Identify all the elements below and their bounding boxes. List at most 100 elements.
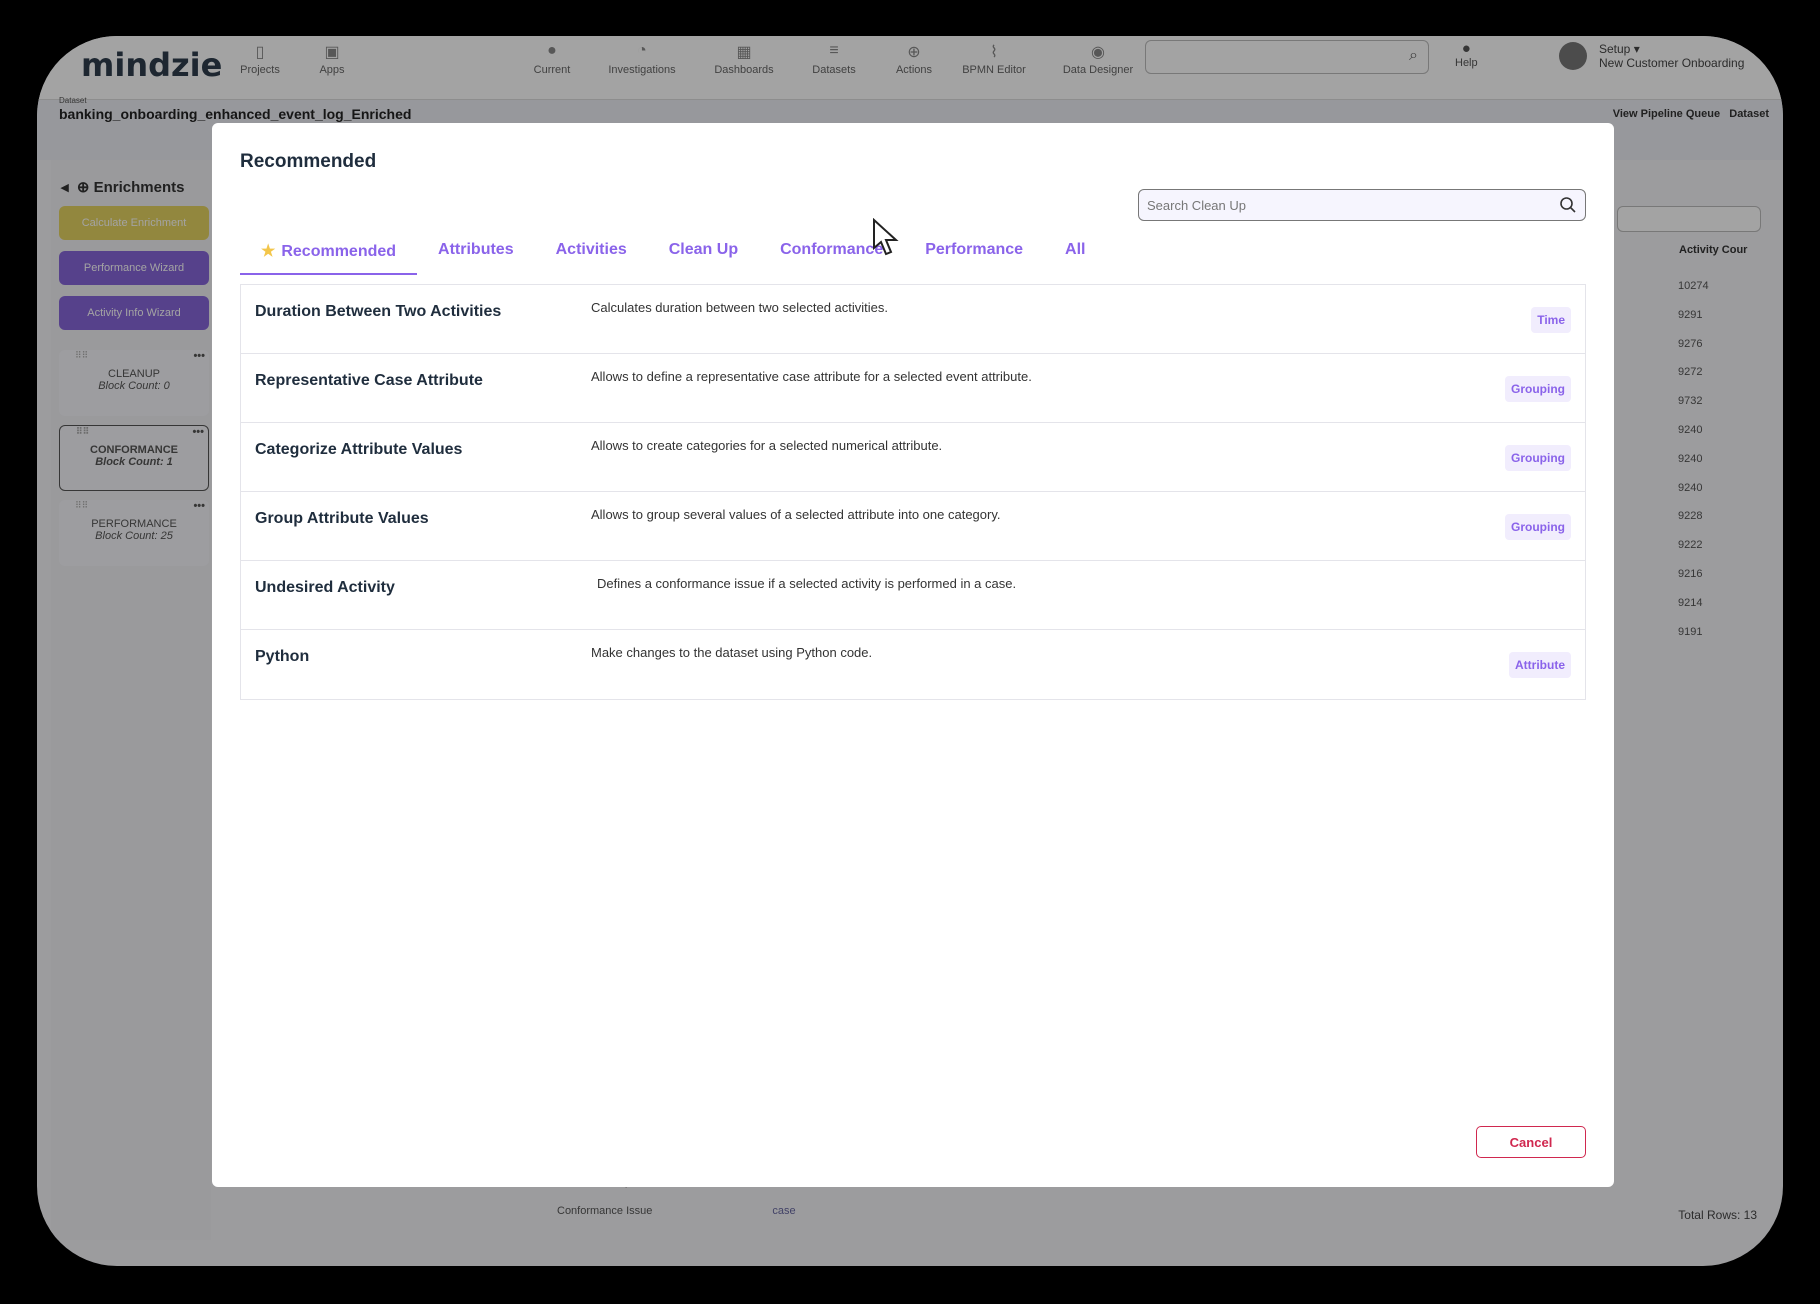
category-badge: Grouping — [1505, 445, 1571, 471]
pin-icon: ● — [547, 42, 557, 59]
enrichment-name: Representative Case Attribute — [255, 372, 483, 389]
tab-activities[interactable]: Activities — [555, 241, 627, 258]
sidebar-title: Enrichments — [93, 179, 185, 196]
grid-icon: ▦ — [736, 44, 752, 61]
star-icon: ★ — [261, 243, 276, 260]
more-icon[interactable]: ••• — [193, 500, 205, 512]
enrichment-row[interactable]: Representative Case Attribute Allows to d… — [241, 354, 1585, 423]
help-icon: ● — [1461, 40, 1471, 57]
category-badge: Grouping — [1505, 514, 1571, 540]
collapse-icon[interactable]: ◂ — [61, 179, 69, 196]
nav-projects[interactable]: ▯ Projects — [215, 42, 305, 76]
enrichment-row[interactable]: Duration Between Two Activities Calculate… — [241, 285, 1585, 354]
avatar — [1559, 42, 1587, 70]
search-icon: ⌕ — [1409, 47, 1418, 64]
list-item: Conformance Issue case — [557, 1205, 796, 1217]
column-header: Activity Cour — [1679, 244, 1748, 256]
nav-current[interactable]: ● Current — [507, 42, 597, 76]
enrichment-description: Allows to create categories for a select… — [591, 438, 943, 453]
block-cleanup[interactable]: ⠿⠿ ••• CLEANUP Block Count: 0 — [59, 350, 209, 416]
pie-icon: ◔ — [637, 42, 647, 59]
drag-handle-icon[interactable]: ⠿⠿ — [76, 426, 90, 436]
table-cell: 9222 — [1678, 539, 1703, 552]
tab-attributes[interactable]: Attributes — [438, 241, 514, 258]
category-tabs: ★ Recommended Attributes Activities Clean Up… — [240, 229, 1128, 275]
search-box — [1138, 189, 1586, 221]
enrichment-name: Python — [255, 648, 310, 665]
drag-handle-icon[interactable]: ⠿⠿ — [75, 350, 89, 360]
enrichment-description: Allows to group several values of a sele… — [591, 507, 1001, 522]
enrichment-description: Defines a conformance issue if a selecte… — [597, 576, 1017, 591]
table-cell: 9276 — [1678, 337, 1703, 350]
table-cell: 9272 — [1678, 366, 1703, 379]
nav-datasets[interactable]: ≡ Datasets — [789, 42, 879, 76]
tab-all[interactable]: All — [1065, 241, 1086, 258]
table-cell: 9291 — [1678, 308, 1703, 321]
add-icon[interactable]: ⊕ — [76, 179, 90, 196]
enrichments-sidebar: ◂ ⊕ Enrichments Calculate Enrichment Per… — [51, 160, 211, 1240]
category-badge: Grouping — [1505, 376, 1571, 402]
table-search[interactable] — [1617, 206, 1761, 232]
table-cell: 9214 — [1678, 596, 1703, 609]
dataset-link[interactable]: Dataset — [1729, 108, 1769, 120]
designer-icon: ◉ — [1091, 44, 1105, 61]
table-cell: 10274 — [1678, 280, 1709, 292]
tab-performance[interactable]: Performance — [925, 241, 1024, 258]
table-cell: 9240 — [1678, 452, 1703, 465]
dataset-name: banking_onboarding_enhanced_event_log_En… — [59, 106, 412, 122]
performance-wizard-button[interactable]: Performance Wizard — [59, 251, 209, 285]
table-cell: 9240 — [1678, 481, 1703, 494]
view-pipeline-link[interactable]: View Pipeline Queue — [1612, 108, 1721, 120]
logo: mindzie — [81, 46, 223, 84]
enrichment-row[interactable]: Undesired Activity Defines a conformance … — [241, 561, 1585, 630]
search-icon[interactable] — [1559, 196, 1577, 214]
enrichment-row[interactable]: Categorize Attribute Values Allows to cre… — [241, 423, 1585, 492]
drag-handle-icon[interactable]: ⠿⠿ — [75, 500, 89, 510]
activity-info-wizard-button[interactable]: Activity Info Wizard — [59, 296, 209, 330]
block-performance[interactable]: ⠿⠿ ••• PERFORMANCE Block Count: 25 — [59, 500, 209, 566]
nav-investigations[interactable]: ◔ Investigations — [597, 42, 687, 76]
top-nav: mindzie ▯ Projects ▣ Apps ● Current ◔ Investiga… — [37, 36, 1783, 100]
table-cell: 9240 — [1678, 424, 1703, 436]
tab-clean-up[interactable]: Clean Up — [668, 241, 739, 258]
global-search[interactable]: ⌕ — [1145, 40, 1429, 74]
calculate-enrichment-button[interactable]: Calculate Enrichment — [59, 206, 209, 240]
dataset-label: Dataset — [59, 96, 87, 105]
bpmn-icon: ⌇ — [990, 44, 998, 61]
tab-recommended[interactable]: ★ Recommended — [240, 229, 418, 275]
enrichment-list: Duration Between Two Activities Calculate… — [240, 284, 1586, 700]
enrichment-name: Categorize Attribute Values — [255, 441, 463, 458]
table-cell: 9228 — [1678, 510, 1703, 523]
table-cell: 9216 — [1678, 568, 1703, 580]
enrichment-name: Duration Between Two Activities — [255, 303, 502, 320]
nav-apps[interactable]: ▣ Apps — [287, 42, 377, 76]
nav-actions[interactable]: ⊕ Actions — [869, 42, 959, 76]
help-button[interactable]: ● Help — [1455, 40, 1478, 69]
modal-title: Recommended — [240, 151, 377, 172]
document-icon: ▯ — [255, 44, 265, 61]
table-cell: 9732 — [1678, 395, 1703, 408]
enrichment-row[interactable]: Group Attribute Values Allows to group se… — [241, 492, 1585, 561]
nav-bpmn-editor[interactable]: ⌇ BPMN Editor — [949, 42, 1039, 76]
database-icon: ≡ — [829, 42, 839, 59]
category-badge: Attribute — [1509, 652, 1571, 678]
total-rows: Total Rows: 13 — [1678, 1208, 1757, 1222]
plus-circle-icon: ⊕ — [907, 44, 921, 61]
nav-data-designer[interactable]: ◉ Data Designer — [1053, 42, 1143, 76]
recommended-modal: Recommended ★Recommended Attributes Activi… — [212, 123, 1614, 1187]
block-conformance[interactable]: ⠿⠿ ••• CONFORMANCE Block Count: 1 — [59, 425, 209, 491]
apps-icon: ▣ — [324, 44, 340, 61]
enrichment-description: Make changes to the dataset using Python… — [591, 645, 873, 660]
enrichment-name: Undesired Activity — [255, 579, 395, 596]
more-icon[interactable]: ••• — [192, 426, 204, 438]
nav-dashboards[interactable]: ▦ Dashboards — [699, 42, 789, 76]
search-input[interactable] — [1147, 190, 1547, 220]
enrichment-row[interactable]: Python Make changes to the dataset using … — [241, 630, 1585, 699]
table-cell: 9191 — [1678, 625, 1703, 638]
enrichment-name: Group Attribute Values — [255, 510, 429, 527]
more-icon[interactable]: ••• — [193, 350, 205, 362]
tab-conformance[interactable]: Conformance — [780, 241, 884, 258]
category-badge: Time — [1531, 307, 1571, 333]
enrichment-description: Allows to define a representative case a… — [591, 369, 1032, 384]
cancel-button[interactable]: Cancel — [1476, 1126, 1586, 1158]
